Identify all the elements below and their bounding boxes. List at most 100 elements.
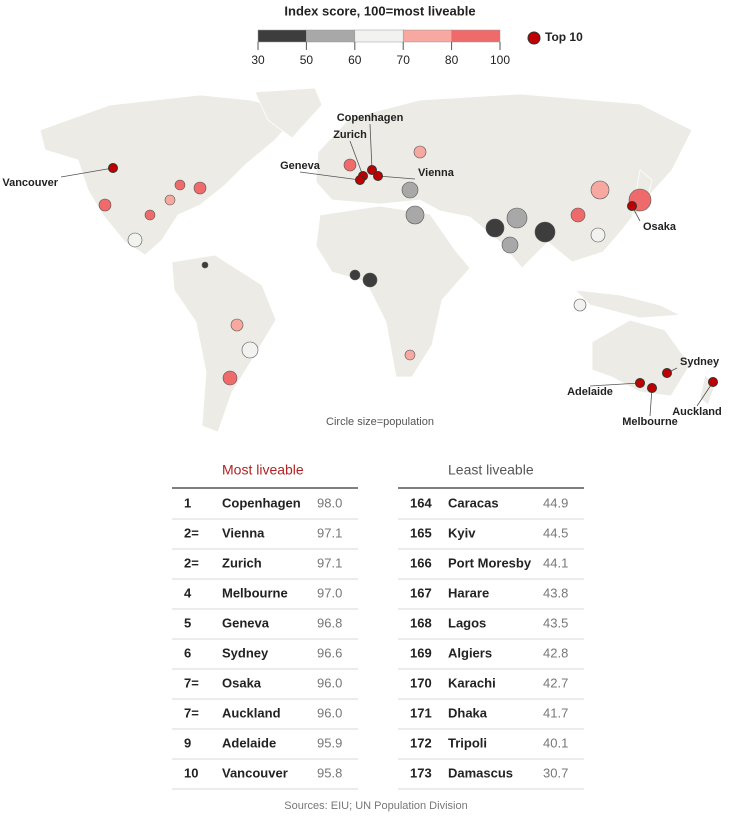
rank: 1 [184,495,191,510]
score: 44.1 [543,555,568,570]
score: 42.8 [543,645,568,660]
rank: 168 [410,615,432,630]
city: Caracas [448,495,499,510]
city-circle [349,269,361,281]
north-america [39,94,301,256]
legend-tick-label: 70 [397,53,411,67]
city-circle [506,207,528,229]
city: Damascus [448,765,513,780]
top10-circle [635,378,645,388]
rank: 4 [184,585,192,600]
leader-line [369,123,373,171]
africa [315,205,471,378]
city-circle [144,209,156,221]
city: Zurich [222,555,262,570]
city-label: Melbourne [622,416,678,428]
city-circle [127,232,143,248]
score: 96.0 [317,705,342,720]
rank: 10 [184,765,198,780]
rank: 9 [184,735,191,750]
score: 44.9 [543,495,568,510]
rank: 165 [410,525,432,540]
city-circle [590,227,606,243]
legend-bin [257,29,307,43]
legend-bin [306,29,356,43]
city-label: Sydney [680,356,720,368]
rank: 166 [410,555,432,570]
score: 97.1 [317,525,342,540]
city-circle [343,158,357,172]
score: 95.8 [317,765,342,780]
city-circle [401,181,419,199]
score: 95.9 [317,735,342,750]
city: Adelaide [222,735,276,750]
rank: 7= [184,675,199,690]
score: 42.7 [543,675,568,690]
rank: 171 [410,705,432,720]
city-circle [98,198,112,212]
city-label: Auckland [672,406,722,418]
city-circle [485,218,505,238]
top10-circle [355,175,365,185]
city: Auckland [222,705,281,720]
city-circle [164,194,176,206]
city: Copenhagen [222,495,301,510]
top10-circle [708,377,718,387]
city-circle [590,180,610,200]
eurasia [315,93,693,269]
city: Vancouver [222,765,288,780]
score: 40.1 [543,735,568,750]
score: 43.8 [543,585,568,600]
score: 96.0 [317,675,342,690]
rank: 164 [410,495,432,510]
city: Harare [448,585,489,600]
table-title: Most liveable [222,462,304,478]
city-circle [413,145,427,159]
score: 96.8 [317,615,342,630]
city-label: Adelaide [567,386,613,398]
city: Vienna [222,525,265,540]
indonesia [573,289,682,319]
score: 44.5 [543,525,568,540]
city-label: Geneva [280,160,321,172]
leader-line [589,382,641,387]
city-label: Zurich [333,129,367,141]
rank: 169 [410,645,432,660]
top10-circle [373,171,383,181]
legend-bin [451,29,501,43]
city-circle [573,298,587,312]
city-label: Osaka [643,221,677,233]
score: 96.6 [317,645,342,660]
city-circle [404,349,416,361]
top10-label: Top 10 [545,30,583,44]
source: Sources: EIU; UN Population Division [284,800,467,812]
top10-circle [108,163,118,173]
leader-line [60,167,114,178]
map-note: Circle size=population [326,416,434,428]
rank: 170 [410,675,432,690]
rank: 7= [184,705,199,720]
city-circle [501,236,519,254]
leader-line [377,175,416,180]
city: Osaka [222,675,262,690]
score: 30.7 [543,765,568,780]
city-circle [570,207,586,223]
leader-line [349,140,364,177]
top10-circle [627,201,637,211]
legend-tick-label: 60 [348,53,362,67]
top10-circle [662,368,672,378]
legend-bin [354,29,404,43]
city: Karachi [448,675,496,690]
legend-tick-label: 80 [445,53,459,67]
city: Lagos [448,615,486,630]
city-circle [193,181,207,195]
city: Dhaka [448,705,488,720]
leader-line [299,171,361,181]
city: Sydney [222,645,269,660]
map [39,87,716,433]
legend-tick-label: 50 [300,53,314,67]
top10-circle [367,165,377,175]
city-label: Vancouver [2,177,58,189]
legend-tick-label: 100 [490,53,510,67]
